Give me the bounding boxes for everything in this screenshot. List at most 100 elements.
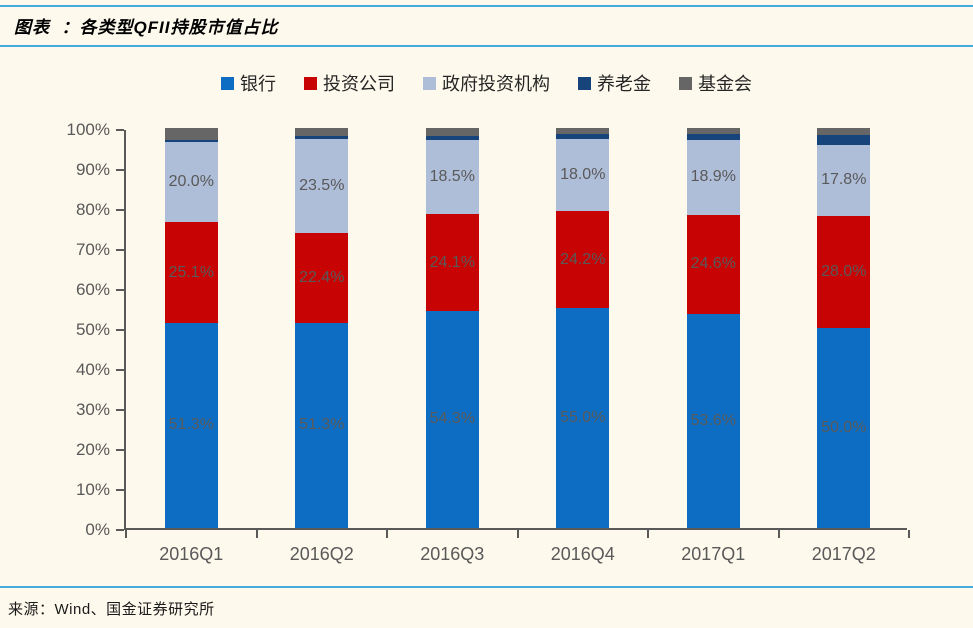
y-axis-tick: [116, 129, 124, 131]
bar-segment: [686, 128, 740, 135]
bar-segment: 20.0%: [164, 142, 218, 223]
footer-rule: [0, 586, 973, 588]
x-axis-label: 2016Q3: [420, 544, 485, 564]
x-axis-tick: [386, 530, 388, 538]
legend-swatch-icon: [423, 76, 436, 90]
bar-segment-label: 23.5%: [299, 177, 345, 195]
bar-segment-label: 51.3%: [168, 416, 214, 434]
bar-segment-label: 18.0%: [560, 166, 606, 184]
y-axis-label: 50%: [75, 320, 110, 339]
bar-segment: 18.9%: [686, 139, 740, 216]
x-axis-tick: [516, 530, 519, 538]
bar-segment-label: 20.0%: [168, 173, 214, 191]
bar-segment-label: 18.5%: [429, 168, 475, 186]
bar-segment: [164, 140, 218, 143]
bar-segment: 24.6%: [686, 215, 740, 314]
bar-segment: 24.2%: [556, 211, 610, 308]
legend-swatch-icon: [578, 76, 591, 90]
bar-segment: [164, 128, 218, 141]
y-axis-label: 60%: [75, 280, 110, 299]
legend-swatch-icon: [304, 76, 317, 90]
y-axis-tick: [116, 489, 124, 491]
bar-segment: 51.3%: [295, 322, 349, 528]
bar-stack: 54.3% 24.1% 18.5%: [425, 128, 479, 528]
bar-segment: [817, 128, 871, 135]
y-axis-label: 40%: [75, 360, 110, 379]
x-axis-tick: [125, 530, 127, 538]
bar-segment: [295, 128, 349, 137]
bar-segment-label: 28.0%: [821, 263, 867, 280]
legend-item: 投资公司: [304, 70, 395, 96]
bar-segment: 51.3%: [164, 322, 218, 528]
y-axis-tick: [116, 289, 124, 291]
bar-stack: 51.3% 22.4% 23.5%: [295, 128, 349, 528]
bar-segment-label: 50.0%: [821, 419, 867, 436]
header-rule-bottom: [0, 45, 973, 47]
chart-legend: 银行 投资公司 政府投资机构 养老金 基金会: [0, 70, 973, 96]
bar-segment: 54.3%: [425, 310, 479, 528]
bar-segment: [425, 136, 479, 141]
y-axis-tick: [116, 329, 124, 331]
bar-segment-label: 53.6%: [690, 411, 736, 429]
bar-segment: 24.1%: [425, 214, 479, 311]
x-axis-label: 2017Q1: [681, 544, 746, 564]
bar-segment-label: 22.4%: [299, 269, 345, 287]
legend-item: 政府投资机构: [423, 70, 550, 96]
header-rule-top: [0, 5, 973, 7]
bar-segment: 55.0%: [556, 308, 610, 528]
x-axis-label: 2016Q4: [550, 544, 615, 564]
bar-stack: 53.6% 24.6% 18.9%: [686, 128, 740, 528]
bar-segment-label: 54.3%: [429, 410, 475, 428]
legend-item-label: 银行: [240, 74, 276, 94]
y-axis-tick: [116, 529, 124, 531]
x-axis-tick: [777, 530, 780, 538]
bar-segment: [295, 136, 349, 140]
y-axis-label: 10%: [75, 480, 110, 499]
bar-segment-label: 24.6%: [690, 255, 736, 273]
bar-segment-label: 25.1%: [168, 263, 214, 281]
y-axis-label: 20%: [75, 440, 110, 459]
bar-segment-label: 55.0%: [560, 409, 606, 426]
x-axis-label: 2017Q2: [811, 544, 876, 564]
y-axis-label: 100%: [66, 120, 110, 139]
y-axis-tick: [116, 449, 124, 451]
legend-item-label: 投资公司: [323, 74, 395, 94]
y-axis-label: 70%: [75, 240, 110, 259]
bar-segment: 17.8%: [817, 144, 871, 216]
bar-segment: 22.4%: [295, 233, 349, 323]
bar-stack: 50.0% 28.0% 17.8%: [817, 128, 871, 528]
y-axis-tick: [116, 249, 124, 251]
plot-area: 0% 10% 20% 30% 40% 50% 60% 70% 80% 90% 100% 2016Q1 2…: [67, 120, 910, 564]
bar-segment-label: 17.8%: [821, 171, 867, 189]
legend-item: 养老金: [578, 70, 651, 96]
y-axis-label: 30%: [75, 400, 110, 419]
x-axis-label: 2016Q2: [289, 544, 354, 564]
legend-swatch-icon: [679, 76, 692, 90]
bar-segment-label: 18.9%: [690, 168, 736, 186]
bar-segment: [817, 134, 871, 145]
y-axis-label: 0%: [85, 520, 110, 539]
bar-segment-label: 51.3%: [299, 416, 345, 434]
legend-item: 银行: [221, 70, 276, 96]
bar-segment: 50.0%: [817, 328, 871, 528]
bar-segment: [556, 128, 610, 135]
legend-item-label: 政府投资机构: [442, 74, 550, 94]
x-axis-tick: [647, 530, 649, 538]
x-axis-tick: [908, 530, 910, 538]
legend-item-label: 养老金: [597, 74, 651, 94]
legend-item-label: 基金会: [698, 74, 752, 94]
y-axis-tick: [116, 209, 124, 211]
figure-title: 图表 ：各类型QFII持股市值占比: [14, 18, 279, 37]
bar-segment: 25.1%: [164, 222, 218, 323]
bar-segment: 18.5%: [425, 140, 479, 215]
y-axis-label: 90%: [75, 160, 110, 179]
legend-swatch-icon: [221, 76, 234, 90]
bar-segment: [425, 128, 479, 137]
x-axis-label: 2016Q1: [159, 544, 224, 564]
bar-segment: 28.0%: [817, 216, 871, 328]
bar-segment: [686, 134, 740, 140]
y-axis-label: 80%: [75, 200, 110, 219]
bar-segment-label: 24.1%: [429, 253, 475, 271]
y-axis-tick: [116, 409, 124, 411]
